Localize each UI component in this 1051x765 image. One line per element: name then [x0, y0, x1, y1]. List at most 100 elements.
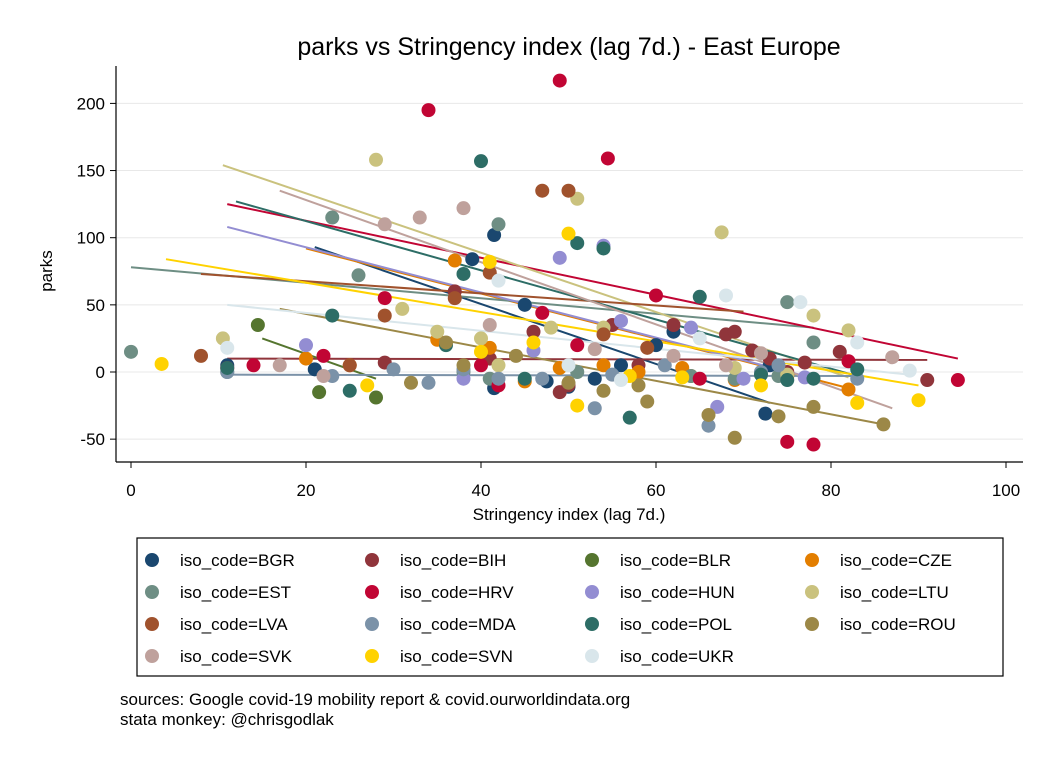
- data-point: [561, 226, 576, 241]
- legend-marker: [585, 617, 599, 631]
- data-point: [622, 410, 637, 425]
- legend-marker: [365, 649, 379, 663]
- data-point: [600, 151, 615, 166]
- data-point: [666, 348, 681, 363]
- data-point: [369, 152, 383, 167]
- source-note: sources: Google covid-19 mobility report…: [120, 690, 631, 709]
- data-point: [386, 362, 401, 377]
- data-point: [631, 378, 646, 393]
- y-tick-label: 100: [77, 229, 105, 248]
- data-point: [841, 323, 856, 338]
- fit-line: [165, 258, 919, 387]
- data-point: [719, 288, 733, 303]
- data-point: [456, 201, 471, 216]
- data-point: [596, 327, 611, 342]
- legend-box: [136, 537, 1004, 677]
- data-point: [250, 317, 265, 332]
- data-point: [780, 434, 795, 449]
- data-point: [552, 73, 567, 88]
- data-point: [412, 210, 427, 225]
- data-point: [544, 320, 558, 335]
- data-point: [561, 183, 576, 198]
- data-point: [299, 338, 313, 353]
- legend-marker: [585, 553, 599, 567]
- data-point: [439, 335, 453, 350]
- y-tick-label: 0: [96, 363, 105, 382]
- data-point: [325, 308, 340, 323]
- fit-line: [227, 357, 928, 361]
- legend-label: iso_code=BGR: [180, 551, 295, 570]
- legend-label: iso_code=UKR: [620, 647, 734, 666]
- fit-line: [227, 303, 910, 376]
- y-tick-label: 200: [77, 94, 105, 113]
- data-point: [456, 358, 471, 373]
- legend-marker: [805, 617, 819, 631]
- data-point: [154, 356, 169, 371]
- legend-label: iso_code=HRV: [400, 583, 514, 602]
- chart-title: parks vs Stringency index (lag 7d.) - Ea…: [297, 33, 840, 61]
- data-point: [404, 375, 418, 390]
- legend-label: iso_code=SVN: [400, 647, 513, 666]
- data-point: [771, 409, 786, 424]
- data-point: [841, 382, 856, 397]
- legend-marker: [145, 585, 159, 599]
- data-point: [902, 363, 917, 378]
- data-point: [714, 225, 729, 240]
- legend-marker: [805, 585, 819, 599]
- data-point: [570, 398, 585, 413]
- fit-line: [227, 203, 959, 360]
- data-point: [535, 183, 550, 198]
- legend-marker: [145, 553, 159, 567]
- data-point: [570, 338, 585, 353]
- data-point: [920, 373, 935, 388]
- x-tick-label: 20: [297, 481, 316, 500]
- data-point: [806, 308, 821, 323]
- data-point: [299, 351, 313, 366]
- data-point: [220, 340, 235, 355]
- data-point: [701, 418, 716, 433]
- data-point: [657, 358, 672, 373]
- data-point: [561, 358, 576, 373]
- x-tick-label: 60: [647, 481, 666, 500]
- data-points: [124, 73, 965, 452]
- data-point: [614, 313, 628, 328]
- data-point: [780, 373, 795, 388]
- data-point: [692, 371, 707, 386]
- legend: iso_code=BGR iso_code=BIH iso_code=BLR iso_…: [136, 537, 1004, 677]
- data-point: [614, 373, 628, 388]
- data-point: [509, 348, 523, 363]
- data-point: [351, 268, 366, 283]
- data-point: [474, 344, 488, 359]
- data-point: [325, 210, 340, 225]
- data-point: [596, 241, 611, 256]
- data-point: [832, 344, 847, 359]
- data-point: [482, 317, 497, 332]
- data-point: [447, 253, 462, 268]
- data-point: [876, 417, 891, 432]
- data-point: [793, 295, 808, 310]
- data-point: [649, 288, 663, 303]
- y-tick-label: -50: [80, 430, 105, 449]
- data-point: [684, 320, 698, 335]
- data-point: [727, 430, 742, 445]
- x-axis-label: Stringency index (lag 7d.): [473, 505, 666, 524]
- legend-label: iso_code=CZE: [840, 551, 952, 570]
- data-point: [727, 324, 742, 339]
- data-point: [474, 331, 488, 346]
- data-point: [491, 371, 506, 386]
- data-point: [377, 291, 392, 306]
- data-point: [806, 437, 821, 452]
- data-point: [911, 393, 926, 408]
- data-point: [491, 273, 506, 288]
- data-point: [491, 217, 506, 232]
- data-point: [587, 401, 602, 416]
- data-point: [754, 378, 768, 393]
- legend-label: iso_code=LVA: [180, 615, 288, 634]
- data-point: [456, 266, 471, 281]
- data-point: [780, 295, 795, 310]
- data-point: [561, 375, 576, 390]
- legend-label: iso_code=BIH: [400, 551, 506, 570]
- data-point: [692, 331, 707, 346]
- data-point: [482, 254, 497, 269]
- data-point: [850, 395, 865, 410]
